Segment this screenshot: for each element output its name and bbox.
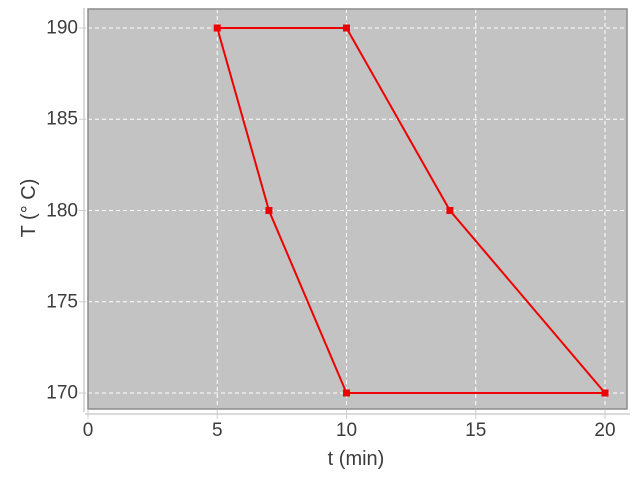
data-point-marker <box>213 24 221 32</box>
data-point-marker <box>446 207 454 214</box>
x-axis-title: t (min) <box>327 448 385 470</box>
plot-border <box>87 8 628 410</box>
y-tick-label: 180 <box>46 200 78 221</box>
data-point-marker <box>601 389 609 397</box>
y-axis-title: T (° C) <box>18 178 40 238</box>
x-tick-label: 15 <box>465 420 487 441</box>
data-point-marker <box>265 207 273 214</box>
x-tick-label: 20 <box>594 420 616 441</box>
y-tick-label: 170 <box>46 382 78 404</box>
x-tick-label: 0 <box>82 420 94 441</box>
data-point-marker <box>343 24 350 32</box>
x-tick-label: 5 <box>211 420 223 441</box>
plot-background <box>88 9 627 409</box>
y-tick-label: 185 <box>46 108 78 130</box>
y-tick-label: 175 <box>46 291 78 313</box>
y-tick-label: 190 <box>46 17 78 39</box>
x-tick-label: 10 <box>335 420 358 441</box>
data-point-marker <box>343 389 350 397</box>
